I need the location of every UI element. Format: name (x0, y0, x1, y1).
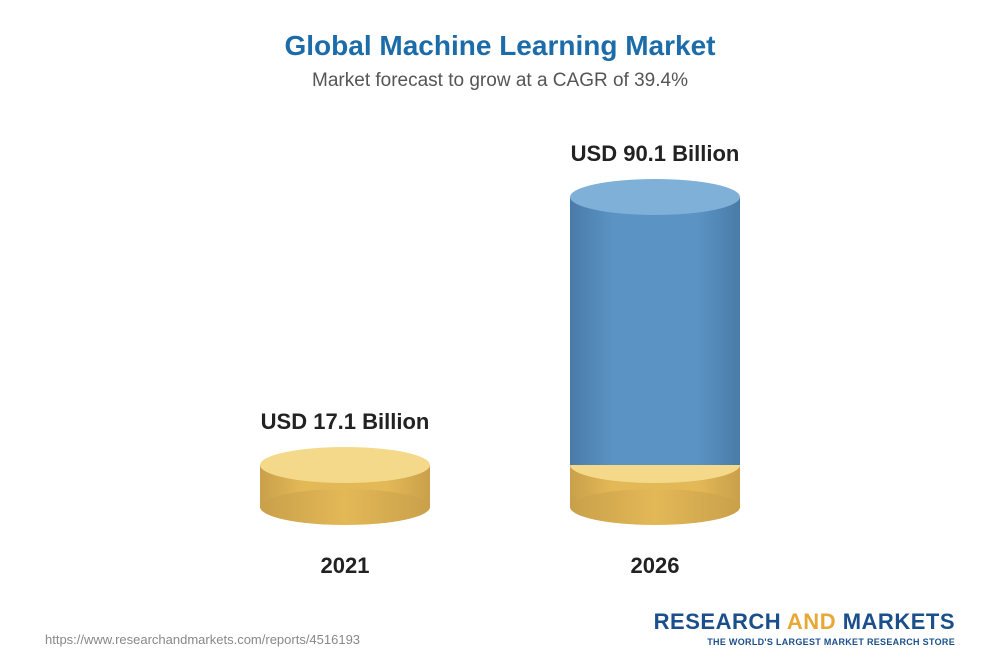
chart-area: USD 17.1 Billion 2021 USD 90.1 Billion 2026 (40, 112, 960, 609)
logo-tagline: THE WORLD'S LARGEST MARKET RESEARCH STOR… (654, 637, 955, 647)
bar-year-label: 2026 (631, 553, 680, 579)
logo-word-and: AND (787, 609, 836, 634)
logo-word-markets: MARKETS (843, 609, 955, 634)
cylinder-top (570, 179, 740, 215)
cylinder-top (260, 447, 430, 483)
cylinder-bottom (570, 489, 740, 525)
cylinder-bottom (260, 489, 430, 525)
cylinder (570, 179, 740, 525)
source-url: https://www.researchandmarkets.com/repor… (45, 632, 360, 647)
logo-word-research: RESEARCH (654, 609, 781, 634)
cylinder-bar-2026: USD 90.1 Billion 2026 (570, 141, 740, 579)
cylinder (260, 447, 430, 525)
footer: https://www.researchandmarkets.com/repor… (40, 609, 960, 647)
cylinder-bar-2021: USD 17.1 Billion 2021 (260, 409, 430, 579)
cylinder-segment (570, 197, 740, 465)
bar-value-label: USD 90.1 Billion (571, 141, 740, 167)
brand-logo: RESEARCH AND MARKETS THE WORLD'S LARGEST… (654, 609, 955, 647)
chart-title: Global Machine Learning Market (40, 30, 960, 62)
chart-subtitle: Market forecast to grow at a CAGR of 39.… (40, 70, 960, 92)
bar-value-label: USD 17.1 Billion (261, 409, 430, 435)
bar-year-label: 2021 (321, 553, 370, 579)
